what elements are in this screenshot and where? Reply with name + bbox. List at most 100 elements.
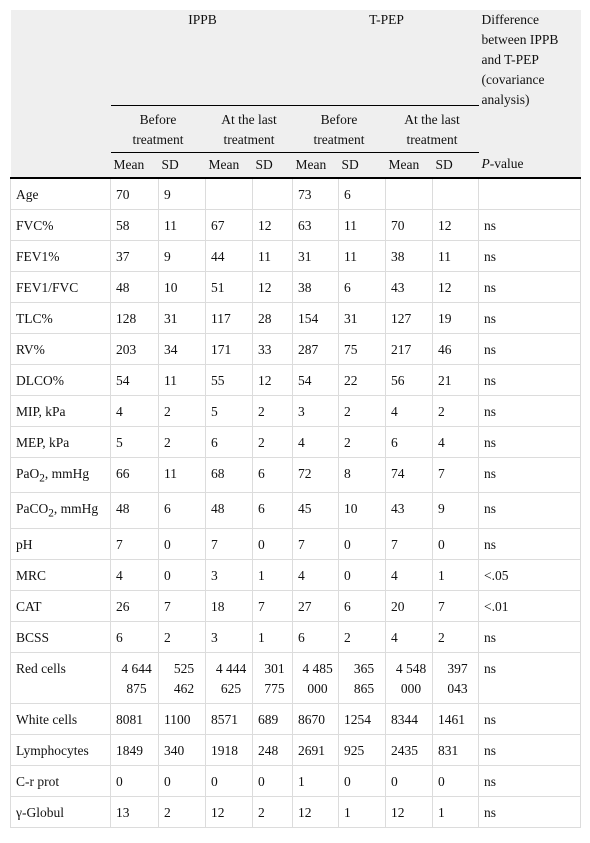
- value-cell: 12: [292, 795, 340, 828]
- value-cell: 74: [385, 456, 434, 494]
- value-cell: 5: [205, 394, 253, 427]
- value-cell: 2: [432, 394, 480, 427]
- label-text: Red cells: [16, 660, 66, 676]
- row-label: Age: [10, 177, 111, 210]
- value-cell: 7: [205, 527, 253, 560]
- row-label: γ-Globul: [10, 795, 111, 828]
- header-row: Mean SD Mean SD Mean SD Mean SD P-value: [10, 152, 581, 179]
- value-cell: 6: [338, 270, 387, 303]
- row-label: PaCO2, mmHg: [10, 492, 111, 529]
- value-cell: 70: [385, 208, 434, 241]
- value-cell: 48: [110, 492, 159, 529]
- value-cell: 37: [110, 239, 159, 272]
- p-value-cell: ns: [478, 651, 582, 704]
- value-cell: 0: [338, 764, 387, 797]
- value-cell: 4: [432, 425, 480, 458]
- value-cell: 1: [251, 558, 294, 591]
- label-text: , mmHg: [44, 465, 90, 481]
- value-cell: 203: [110, 332, 159, 365]
- row-label: FEV1/FVC: [10, 270, 111, 303]
- value-cell: 831: [432, 733, 480, 766]
- value-cell: 2: [338, 394, 387, 427]
- row-label: MEP, kPa: [10, 425, 111, 458]
- table-row: PaO2, mmHg 66 11 68 6 72 8 74 7 ns: [10, 456, 582, 494]
- value-cell: 33: [251, 332, 294, 365]
- value-cell: 73: [292, 177, 340, 210]
- value-cell: 7: [292, 527, 340, 560]
- label-text: MRC: [16, 567, 47, 583]
- value-cell: 0: [110, 764, 159, 797]
- value-cell: 2: [251, 425, 294, 458]
- value-cell: 7: [432, 456, 480, 494]
- value-cell: 2: [158, 394, 206, 427]
- value-cell: 6: [338, 177, 387, 210]
- value-cell: 3: [205, 558, 253, 591]
- value-cell: 12: [432, 208, 480, 241]
- table-row: Red cells 4 644 875 525 462 4 444 625 301 77…: [10, 651, 582, 704]
- label-text: FEV1%: [16, 248, 60, 264]
- value-cell: 12: [385, 795, 434, 828]
- value-cell: 217: [385, 332, 434, 365]
- table-body: Age 70 9 73 6 FVC% 58 11 67 12 63 11 70 12 ns FEV1% 37 9 4…: [10, 177, 582, 828]
- p-value-header: P-value: [478, 152, 581, 179]
- value-cell: 1: [432, 558, 480, 591]
- value-cell: 8081: [110, 702, 159, 735]
- value-cell: 7: [432, 589, 480, 622]
- value-cell: 55: [205, 363, 253, 396]
- value-cell: 75: [338, 332, 387, 365]
- label-text: Lymphocytes: [16, 742, 89, 758]
- value-cell: 11: [432, 239, 480, 272]
- label-subscript: 2: [39, 472, 45, 485]
- value-cell: 3: [292, 394, 340, 427]
- value-cell: 1: [432, 795, 480, 828]
- p-value-cell: ns: [478, 702, 582, 735]
- value-cell: 4 485 000: [292, 651, 340, 704]
- value-cell: 689: [251, 702, 294, 735]
- value-cell: 3: [205, 620, 253, 653]
- p-value-cell: ns: [478, 425, 582, 458]
- table-row: FEV1/FVC 48 10 51 12 38 6 43 12 ns: [10, 270, 582, 303]
- data-table: IPPB T-PEP Difference between IPPB and T-P…: [10, 10, 582, 828]
- value-cell: 31: [338, 301, 387, 334]
- label-text: pH: [16, 536, 33, 552]
- p-value-cell: <.05: [478, 558, 582, 591]
- row-label: pH: [10, 527, 111, 560]
- value-cell: 9: [158, 177, 206, 210]
- table-row: White cells 8081 1100 8571 689 8670 1254 8344 14…: [10, 702, 582, 735]
- row-label: FEV1%: [10, 239, 111, 272]
- value-cell: [385, 177, 434, 210]
- value-cell: 2: [432, 620, 480, 653]
- label-text: FEV1/FVC: [16, 279, 79, 295]
- value-cell: 0: [251, 527, 294, 560]
- value-cell: 2: [338, 620, 387, 653]
- value-cell: 2691: [292, 733, 340, 766]
- value-cell: 34: [158, 332, 206, 365]
- value-cell: 2: [251, 394, 294, 427]
- value-cell: 397 043: [432, 651, 480, 704]
- value-cell: 301 775: [251, 651, 294, 704]
- value-cell: 48: [110, 270, 159, 303]
- value-cell: 5: [110, 425, 159, 458]
- column-label: SD: [338, 152, 386, 179]
- value-cell: 10: [338, 492, 387, 529]
- p-value-cell: ns: [478, 456, 582, 494]
- row-label: C-r prot: [10, 764, 111, 797]
- p-value-cell: ns: [478, 733, 582, 766]
- label-subscript: 2: [48, 507, 54, 520]
- value-cell: 38: [385, 239, 434, 272]
- value-cell: [251, 177, 294, 210]
- p-value-cell: <.01: [478, 589, 582, 622]
- value-cell: 2: [338, 425, 387, 458]
- value-cell: 11: [338, 208, 387, 241]
- value-cell: 58: [110, 208, 159, 241]
- value-cell: 67: [205, 208, 253, 241]
- value-cell: 19: [432, 301, 480, 334]
- label-text: BCSS: [16, 629, 50, 645]
- table-row: PaCO2, mmHg 48 6 48 6 45 10 43 9 ns: [10, 492, 582, 529]
- row-label: FVC%: [10, 208, 111, 241]
- table-row: BCSS 6 2 3 1 6 2 4 2 ns: [10, 620, 582, 653]
- empty-header-cell: [10, 152, 111, 179]
- value-cell: 18: [205, 589, 253, 622]
- subgroup-title: At the last treatment: [205, 104, 293, 153]
- value-cell: 9: [432, 492, 480, 529]
